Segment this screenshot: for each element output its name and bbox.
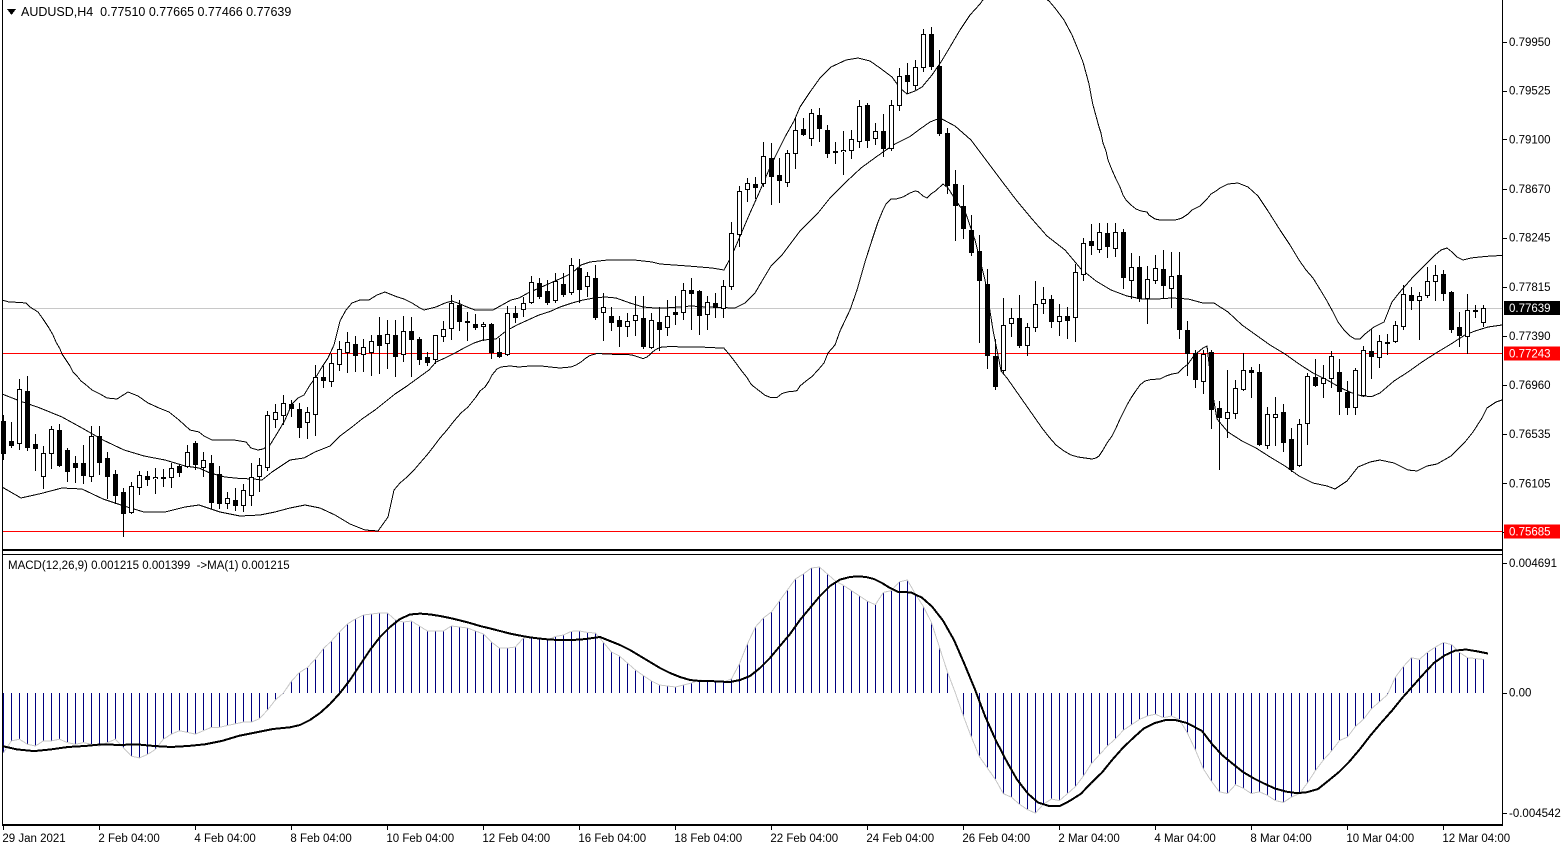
svg-text:0.76105: 0.76105	[1509, 478, 1551, 490]
svg-text:0.77815: 0.77815	[1509, 282, 1551, 294]
svg-text:16 Feb 04:00: 16 Feb 04:00	[578, 833, 646, 845]
svg-text:0.79525: 0.79525	[1509, 86, 1551, 98]
svg-text:0.79950: 0.79950	[1509, 37, 1551, 49]
svg-text:0.77639: 0.77639	[1509, 303, 1551, 315]
svg-text:26 Feb 04:00: 26 Feb 04:00	[962, 833, 1030, 845]
svg-text:0.76960: 0.76960	[1509, 380, 1551, 392]
svg-text:22 Feb 04:00: 22 Feb 04:00	[770, 833, 838, 845]
svg-text:18 Feb 04:00: 18 Feb 04:00	[674, 833, 742, 845]
svg-text:0.79100: 0.79100	[1509, 135, 1551, 147]
svg-text:2 Mar 04:00: 2 Mar 04:00	[1058, 833, 1119, 845]
svg-text:12 Mar 04:00: 12 Mar 04:00	[1442, 833, 1510, 845]
svg-text:0.004691: 0.004691	[1509, 558, 1557, 570]
svg-text:2 Feb 04:00: 2 Feb 04:00	[98, 833, 159, 845]
svg-text:0.76535: 0.76535	[1509, 429, 1551, 441]
svg-text:8 Feb 04:00: 8 Feb 04:00	[290, 833, 351, 845]
svg-text:10 Mar 04:00: 10 Mar 04:00	[1346, 833, 1414, 845]
svg-text:0.78245: 0.78245	[1509, 233, 1551, 245]
svg-text:8 Mar 04:00: 8 Mar 04:00	[1250, 833, 1311, 845]
svg-text:0.77243: 0.77243	[1509, 349, 1551, 361]
svg-text:10 Feb 04:00: 10 Feb 04:00	[386, 833, 454, 845]
svg-text:AUDUSD,H4 0.77510 0.77665 0.7: AUDUSD,H4 0.77510 0.77665 0.77466 0.7763…	[21, 5, 291, 19]
svg-text:0.75685: 0.75685	[1509, 527, 1551, 539]
svg-text:-0.004542: -0.004542	[1509, 808, 1561, 820]
svg-text:0.77390: 0.77390	[1509, 331, 1551, 343]
svg-text:4 Feb 04:00: 4 Feb 04:00	[194, 833, 255, 845]
svg-text:4 Mar 04:00: 4 Mar 04:00	[1154, 833, 1215, 845]
svg-text:0.78670: 0.78670	[1509, 184, 1551, 196]
svg-text:24 Feb 04:00: 24 Feb 04:00	[866, 833, 934, 845]
svg-text:0.00: 0.00	[1509, 688, 1531, 700]
svg-text:MACD(12,26,9) 0.001215 0.00139: MACD(12,26,9) 0.001215 0.001399 ->MA(1) …	[8, 560, 290, 572]
svg-text:29 Jan 2021: 29 Jan 2021	[2, 833, 65, 845]
svg-text:12 Feb 04:00: 12 Feb 04:00	[482, 833, 550, 845]
